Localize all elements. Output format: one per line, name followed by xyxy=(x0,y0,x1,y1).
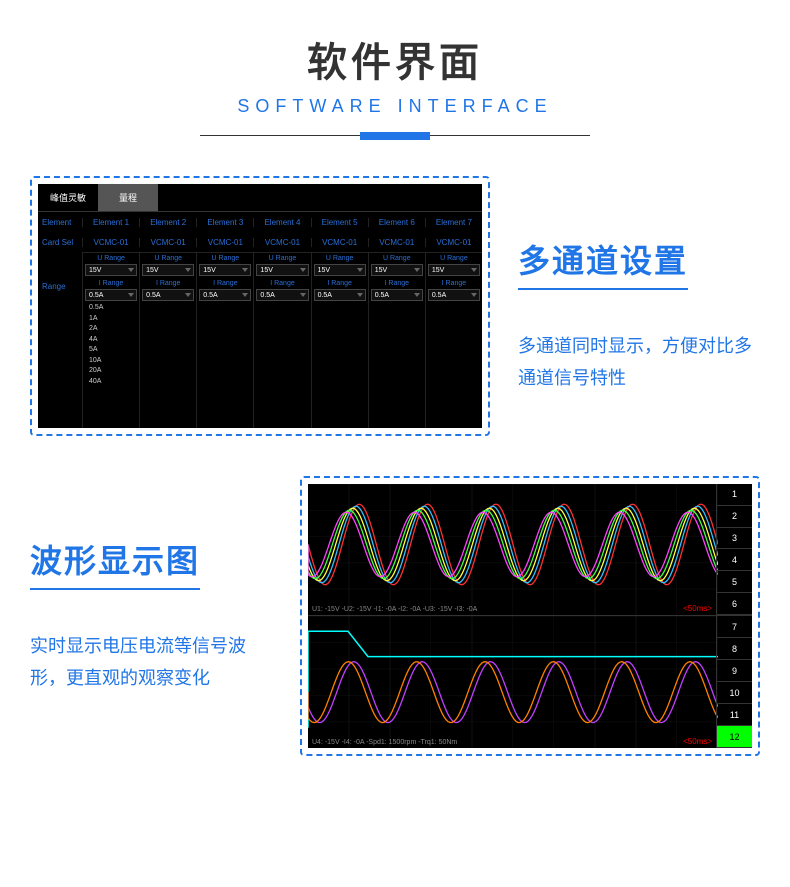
opt-3[interactable]: 4A xyxy=(89,335,133,346)
irange-select-4[interactable]: 0.5A xyxy=(256,289,308,301)
opt-6[interactable]: 20A xyxy=(89,366,133,377)
col-element-3: Element 3 xyxy=(196,218,253,227)
irange-select-5[interactable]: 0.5A xyxy=(314,289,366,301)
urange-hdr-4: U Range xyxy=(256,255,308,262)
urange-select-1[interactable]: 15V xyxy=(85,264,137,276)
irange-select-1[interactable]: 0.5A xyxy=(85,289,137,301)
ch-8[interactable]: 8 xyxy=(716,638,752,660)
col-element-7: Element 7 xyxy=(425,218,482,227)
section1-heading: 多通道设置 xyxy=(518,236,688,290)
waveform-panel: 1 2 3 4 5 6 U1: -15V -U2: -15V -I1: -0A … xyxy=(300,476,760,756)
irange-hdr-7: I Range xyxy=(428,280,480,287)
ch-4[interactable]: 4 xyxy=(716,549,752,571)
urange-hdr-3: U Range xyxy=(199,255,251,262)
card-1[interactable]: VCMC-01 xyxy=(82,238,139,247)
tab-range[interactable]: 量程 xyxy=(98,184,158,211)
urange-select-7[interactable]: 15V xyxy=(428,264,480,276)
urange-hdr-2: U Range xyxy=(142,255,194,262)
card-3[interactable]: VCMC-01 xyxy=(196,238,253,247)
urange-select-6[interactable]: 15V xyxy=(371,264,423,276)
waveform-top xyxy=(308,484,718,615)
irange-select-6[interactable]: 0.5A xyxy=(371,289,423,301)
oscilloscope: 1 2 3 4 5 6 U1: -15V -U2: -15V -I1: -0A … xyxy=(308,484,752,748)
card-6[interactable]: VCMC-01 xyxy=(368,238,425,247)
status-top: U1: -15V -U2: -15V -I1: -0A -I2: -0A -U3… xyxy=(312,606,477,613)
row-label-range: Range xyxy=(38,252,82,428)
opt-1[interactable]: 1A xyxy=(89,314,133,325)
urange-select-3[interactable]: 15V xyxy=(199,264,251,276)
section2-desc: 实时显示电压电流等信号波形，更直观的观察变化 xyxy=(30,630,272,695)
card-7[interactable]: VCMC-01 xyxy=(425,238,482,247)
irange-hdr-5: I Range xyxy=(314,280,366,287)
col-element-6: Element 6 xyxy=(368,218,425,227)
row-label-card: Card Sel xyxy=(38,238,82,247)
urange-hdr-7: U Range xyxy=(428,255,480,262)
irange-hdr-1: I Range xyxy=(85,280,137,287)
section2-heading: 波形显示图 xyxy=(30,536,200,590)
waveform-bot xyxy=(308,616,718,748)
card-2[interactable]: VCMC-01 xyxy=(139,238,196,247)
urange-hdr-1: U Range xyxy=(85,255,137,262)
ch-2[interactable]: 2 xyxy=(716,506,752,528)
ch-9[interactable]: 9 xyxy=(716,660,752,682)
page-title-cn: 软件界面 xyxy=(0,30,790,88)
urange-select-5[interactable]: 15V xyxy=(314,264,366,276)
timescale-bot: <50ms> xyxy=(683,737,712,746)
card-4[interactable]: VCMC-01 xyxy=(253,238,310,247)
section1-desc: 多通道同时显示，方便对比多通道信号特性 xyxy=(518,330,760,395)
ch-12[interactable]: 12 xyxy=(716,726,752,748)
irange-select-2[interactable]: 0.5A xyxy=(142,289,194,301)
title-divider xyxy=(200,135,590,136)
channel-settings-table: 峰值灵敏 量程 Element Element 1 Element 2 Elem… xyxy=(38,184,482,428)
irange-select-7[interactable]: 0.5A xyxy=(428,289,480,301)
status-bot: U4: -15V -I4: -0A -Spd1: 1500rpm -Trq1: … xyxy=(312,739,457,746)
urange-hdr-5: U Range xyxy=(314,255,366,262)
ch-7[interactable]: 7 xyxy=(716,616,752,638)
irange-hdr-3: I Range xyxy=(199,280,251,287)
urange-select-4[interactable]: 15V xyxy=(256,264,308,276)
col-element-4: Element 4 xyxy=(253,218,310,227)
col-element-5: Element 5 xyxy=(311,218,368,227)
col-element-2: Element 2 xyxy=(139,218,196,227)
irange-select-3[interactable]: 0.5A xyxy=(199,289,251,301)
irange-hdr-2: I Range xyxy=(142,280,194,287)
opt-2[interactable]: 2A xyxy=(89,324,133,335)
opt-0[interactable]: 0.5A xyxy=(89,303,133,314)
row-label-element: Element xyxy=(38,218,82,227)
ch-3[interactable]: 3 xyxy=(716,528,752,550)
ch-11[interactable]: 11 xyxy=(716,704,752,726)
ch-1[interactable]: 1 xyxy=(716,484,752,506)
page-title-en: SOFTWARE INTERFACE xyxy=(0,96,790,117)
ch-5[interactable]: 5 xyxy=(716,571,752,593)
tab-peak[interactable]: 峰值灵敏 xyxy=(38,184,98,211)
irange-hdr-4: I Range xyxy=(256,280,308,287)
timescale-top: <50ms> xyxy=(683,604,712,613)
col-element-1: Element 1 xyxy=(82,218,139,227)
card-5[interactable]: VCMC-01 xyxy=(311,238,368,247)
ch-6[interactable]: 6 xyxy=(716,593,752,615)
irange-hdr-6: I Range xyxy=(371,280,423,287)
urange-hdr-6: U Range xyxy=(371,255,423,262)
opt-7[interactable]: 40A xyxy=(89,377,133,388)
multichannel-panel: 峰值灵敏 量程 Element Element 1 Element 2 Elem… xyxy=(30,176,490,436)
ch-10[interactable]: 10 xyxy=(716,682,752,704)
opt-4[interactable]: 5A xyxy=(89,345,133,356)
irange-options[interactable]: 0.5A 1A 2A 4A 5A 10A 20A 40A xyxy=(85,301,137,389)
urange-select-2[interactable]: 15V xyxy=(142,264,194,276)
opt-5[interactable]: 10A xyxy=(89,356,133,367)
